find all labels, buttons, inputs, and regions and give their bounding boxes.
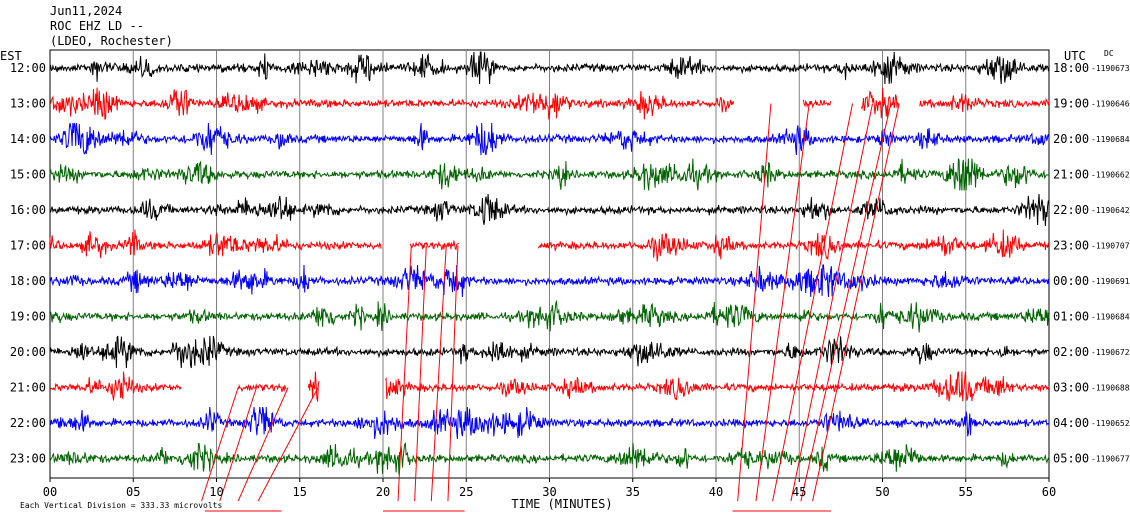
row-label-utc: 03:00	[1053, 381, 1089, 395]
x-axis-ticks: 00 05 10 15 20 25 30 35 40 45 50 55 60	[43, 478, 1056, 499]
trace-row-1200	[49, 51, 1050, 85]
dc-label: DC	[1104, 49, 1114, 58]
diagonal-marker-line	[790, 103, 873, 502]
diagonal-marker-line	[447, 245, 459, 502]
row-dc-offset: -1190677	[1091, 455, 1130, 464]
x-tick-label: 25	[459, 485, 473, 499]
row-dc-offset: -1190646	[1091, 100, 1130, 109]
diagonal-marker-line	[201, 387, 239, 502]
x-tick-label: 40	[709, 485, 723, 499]
row-label-est: 13:00	[10, 97, 46, 111]
row-label-est: 17:00	[10, 239, 46, 253]
diagonal-marker-line	[737, 103, 772, 502]
trace-row-1300	[49, 87, 1050, 120]
diagonal-marker-line	[237, 387, 289, 502]
row-label-utc: 20:00	[1053, 132, 1089, 146]
x-tick-label: 45	[792, 485, 806, 499]
row-label-est: 16:00	[10, 203, 46, 217]
row-label-utc: 23:00	[1053, 239, 1089, 253]
x-tick-label: 20	[376, 485, 390, 499]
x-tick-label: 35	[626, 485, 640, 499]
minute-gridlines	[132, 50, 967, 478]
seismic-traces	[49, 51, 1050, 512]
row-label-est: 15:00	[10, 168, 46, 182]
row-label-est: 22:00	[10, 416, 46, 430]
x-tick-label: 30	[542, 485, 556, 499]
trace-row-1600	[49, 193, 1050, 227]
row-label-est: 14:00	[10, 132, 46, 146]
diagonal-marker-line	[430, 245, 447, 502]
x-tick-label: 15	[293, 485, 307, 499]
row-label-utc: 01:00	[1053, 310, 1089, 324]
trace-row-1700	[49, 229, 1050, 262]
row-label-est: 18:00	[10, 274, 46, 288]
x-tick-label: 05	[126, 485, 140, 499]
row-label-est: 23:00	[10, 452, 46, 466]
trace-row-1500	[49, 158, 1050, 191]
trace-row-2100	[49, 371, 1050, 402]
row-dc-offset: -1190684	[1091, 313, 1130, 322]
trace-row-2300	[49, 442, 1050, 475]
row-label-utc: 05:00	[1053, 452, 1089, 466]
x-tick-label: 00	[43, 485, 57, 499]
x-tick-label: 10	[209, 485, 223, 499]
row-dc-offset: -1190684	[1091, 135, 1130, 144]
trace-row-2000	[49, 335, 1050, 369]
diagonal-marker-line	[397, 245, 412, 502]
row-label-utc: 00:00	[1053, 274, 1089, 288]
trace-row-2200	[49, 406, 1050, 440]
diagonal-marker-line	[257, 387, 319, 502]
row-label-est: 12:00	[10, 61, 46, 75]
utc-axis-label: UTC	[1064, 49, 1086, 63]
diagonal-marker-line	[755, 103, 810, 502]
row-dc-offset: -1190673	[1091, 64, 1130, 73]
diagonal-marker-line	[800, 103, 892, 502]
x-tick-label: 55	[959, 485, 973, 499]
x-tick-label: 60	[1042, 485, 1056, 499]
row-dc-offset: -1190642	[1091, 206, 1130, 215]
trace-row-1900	[49, 299, 1050, 333]
row-dc-offset: -1190691	[1091, 277, 1130, 286]
trace-row-1800	[49, 264, 1050, 298]
row-label-utc: 21:00	[1053, 168, 1089, 182]
scale-footer-note: Each Vertical Division = 333.33 microvol…	[20, 501, 222, 510]
row-label-utc: 02:00	[1053, 345, 1089, 359]
est-axis-label: EST	[0, 49, 22, 63]
row-dc-offset: -1190672	[1091, 348, 1130, 357]
row-label-est: 19:00	[10, 310, 46, 324]
diagonal-marker-line	[772, 103, 854, 502]
row-dc-offset: -1190707	[1091, 242, 1130, 251]
diagonal-marker-line	[812, 103, 900, 502]
row-dc-offset: -1190688	[1091, 384, 1130, 393]
diagonal-marker-line	[219, 387, 257, 502]
x-axis-title: TIME (MINUTES)	[511, 497, 612, 511]
diagonal-marker-line	[414, 245, 427, 502]
row-label-utc: 04:00	[1053, 416, 1089, 430]
row-dc-offset: -1190652	[1091, 419, 1130, 428]
row-dc-offset: -1190662	[1091, 171, 1130, 180]
row-label-est: 20:00	[10, 345, 46, 359]
trace-row-1400	[49, 122, 1050, 156]
row-label-utc: 18:00	[1053, 61, 1089, 75]
date-label: Jun11,2024	[50, 4, 123, 18]
row-label-utc: 19:00	[1053, 97, 1089, 111]
row-label-est: 21:00	[10, 381, 46, 395]
station-label: ROC EHZ LD --	[50, 19, 144, 33]
x-tick-label: 50	[875, 485, 889, 499]
row-label-utc: 22:00	[1053, 203, 1089, 217]
network-label: (LDEO, Rochester)	[50, 34, 173, 48]
